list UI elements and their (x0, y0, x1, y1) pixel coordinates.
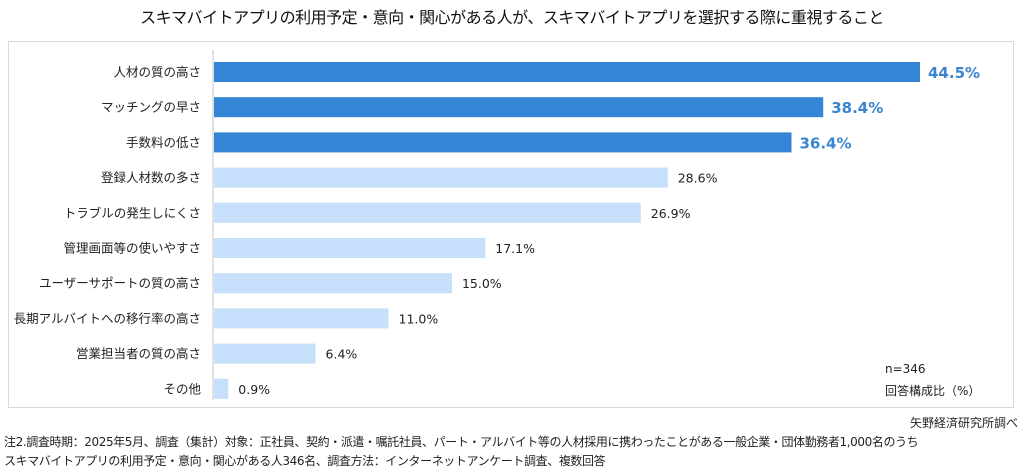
category-label: トラブルの発生しにくさ (64, 205, 201, 220)
bar-4 (214, 202, 641, 223)
value-label: 38.4% (831, 99, 883, 117)
bar-9 (214, 378, 229, 399)
category-label: 登録人材数の多さ (101, 170, 201, 185)
value-label: 36.4% (799, 134, 851, 152)
category-label: 管理画面等の使いやすさ (63, 241, 201, 256)
unit-note: 回答構成比（%） (885, 384, 981, 398)
category-label: 長期アルバイトへの移行率の高さ (14, 311, 201, 326)
value-label: 6.4% (326, 347, 358, 362)
category-label: マッチングの早さ (101, 100, 201, 115)
footnote-line-2: スキマバイトアプリの利用予定・意向・関心がある人346名、調査方法：インターネッ… (4, 454, 606, 468)
value-label: 44.5% (928, 64, 980, 82)
bar-3 (214, 167, 668, 188)
footnote-line-1: 注2.調査時期：2025年5月、調査（集計）対象：正社員、契約・派遣・嘱託社員、… (4, 435, 919, 449)
value-label: 0.9% (238, 382, 270, 397)
category-label: 人材の質の高さ (113, 65, 201, 80)
bar-1 (214, 97, 824, 118)
category-label: ユーザーサポートの質の高さ (39, 276, 201, 291)
bar-7 (214, 308, 389, 329)
value-label: 17.1% (495, 241, 535, 256)
value-label: 26.9% (651, 206, 691, 221)
chart-title: スキマバイトアプリの利用予定・意向・関心がある人が、スキマバイトアプリを選択する… (140, 8, 884, 27)
value-label: 11.0% (399, 311, 439, 326)
bar-6 (214, 273, 452, 294)
category-label: 手数料の低さ (126, 135, 201, 150)
bar-2 (214, 132, 792, 153)
source-credit: 矢野経済研究所調べ (909, 416, 1018, 430)
value-label: 28.6% (678, 171, 718, 186)
value-label: 15.0% (462, 276, 502, 291)
bar-8 (214, 343, 316, 364)
category-label: その他 (163, 381, 201, 396)
sample-size-note: n=346 (885, 362, 926, 376)
bar-0 (214, 62, 920, 82)
chart-frame (8, 41, 1014, 408)
category-label: 営業担当者の質の高さ (76, 346, 201, 361)
bar-5 (214, 238, 486, 258)
